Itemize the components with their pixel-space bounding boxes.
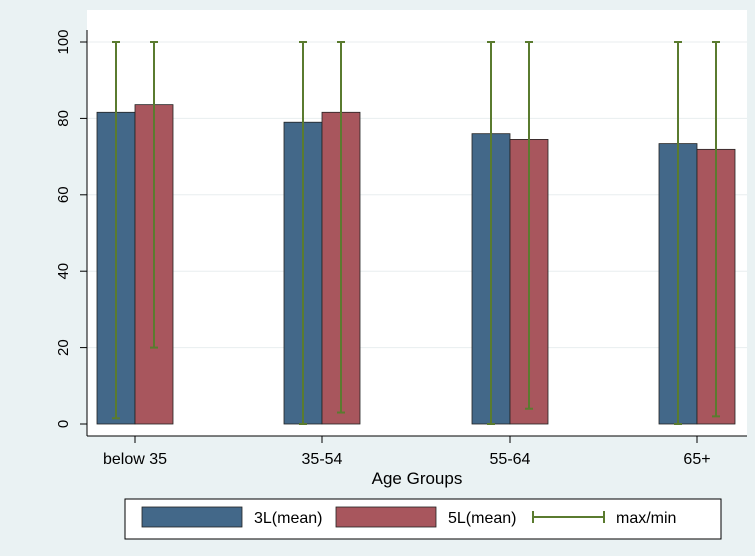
x-tick-label-0: below 35 bbox=[103, 451, 167, 468]
y-ticks: 0 20 40 60 80 100 bbox=[55, 29, 87, 428]
x-tick-label-3: 65+ bbox=[683, 451, 710, 468]
x-tick-label-1: 35-54 bbox=[302, 451, 343, 468]
legend-label-range: max/min bbox=[616, 510, 676, 527]
legend-label-1: 5L(mean) bbox=[448, 510, 516, 527]
x-axis-title: Age Groups bbox=[372, 469, 463, 488]
y-tick-label-80: 80 bbox=[55, 110, 72, 127]
x-tick-label-2: 55-64 bbox=[490, 451, 531, 468]
range-bars bbox=[112, 41, 720, 425]
y-tick-label-20: 20 bbox=[55, 339, 72, 356]
gridlines bbox=[87, 41, 747, 349]
bars bbox=[96, 104, 736, 425]
y-tick-label-100: 100 bbox=[55, 29, 72, 54]
y-tick-label-0: 0 bbox=[55, 420, 72, 428]
legend-swatch-0 bbox=[141, 506, 243, 528]
y-tick-label-60: 60 bbox=[55, 186, 72, 203]
plot-area bbox=[87, 10, 747, 436]
legend-label-0: 3L(mean) bbox=[254, 510, 322, 527]
x-ticks: below 35 35-54 55-64 65+ bbox=[103, 436, 711, 468]
y-tick-label-40: 40 bbox=[55, 263, 72, 280]
legend: 3L(mean) 5L(mean) max/min bbox=[124, 498, 722, 540]
legend-swatch-1 bbox=[335, 506, 437, 528]
